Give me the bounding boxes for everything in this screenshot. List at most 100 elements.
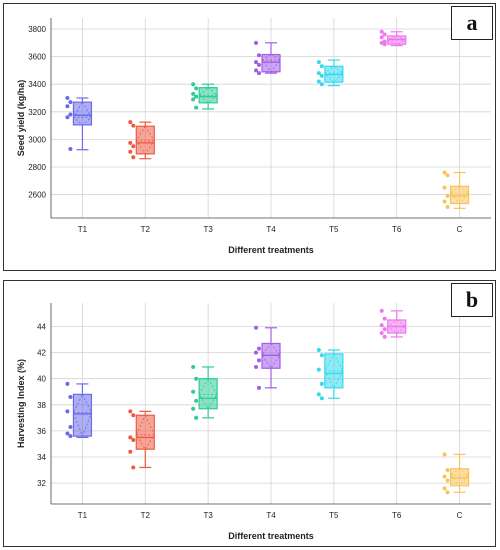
y-tick-label: 3000 (28, 135, 46, 144)
x-tick-label: T2 (141, 511, 151, 520)
y-tick-label: 44 (37, 322, 46, 331)
sd-diamond (72, 101, 93, 126)
data-point (128, 149, 133, 154)
seed-yield-boxplot: 2600 2800 3000 3200 3400 3600 3800 T1 T2 T3 T4 T5 T6… (16, 18, 491, 255)
data-point (316, 79, 321, 84)
box-T6 (386, 310, 407, 338)
panel-label-a: a (451, 6, 493, 40)
data-point (131, 413, 136, 418)
data-point (128, 435, 133, 440)
data-point (445, 478, 450, 483)
data-point (257, 358, 261, 363)
box-iqr (135, 414, 155, 450)
x-tick-label: T1 (78, 225, 88, 234)
data-point (316, 367, 321, 372)
y-tick-label: 36 (37, 427, 46, 436)
box-iqr (72, 393, 93, 437)
data-point (65, 115, 70, 120)
data-point (445, 204, 450, 209)
x-tick-label: T5 (329, 225, 339, 234)
data-point (128, 120, 133, 125)
x-tick-label: T4 (266, 511, 276, 520)
data-point (257, 62, 261, 67)
x-tick-label: T1 (78, 511, 88, 520)
box-T2 (135, 121, 155, 160)
box-T4 (261, 42, 281, 74)
data-point (254, 60, 258, 65)
data-point (254, 68, 258, 73)
data-point (319, 353, 324, 358)
box-iqr (198, 378, 218, 410)
y-axis-label: Seed yield (kg/ha) (16, 80, 26, 157)
box-T6 (386, 31, 407, 47)
box-T1 (72, 383, 93, 439)
data-point (316, 392, 321, 397)
data-point (442, 185, 447, 190)
data-point (445, 193, 450, 198)
data-point (68, 424, 73, 429)
data-point (319, 82, 324, 87)
data-point (379, 29, 384, 34)
sd-diamond (135, 125, 155, 155)
data-point (131, 155, 136, 160)
sd-diamond (386, 35, 407, 45)
x-tick-label: C (457, 511, 463, 520)
x-tick-label: T3 (203, 225, 213, 234)
data-point (319, 64, 324, 69)
box-iqr (135, 125, 155, 155)
data-point (191, 91, 196, 96)
sd-diamond (386, 319, 407, 334)
y-tick-label: 38 (37, 401, 46, 410)
x-tick-label: T5 (329, 511, 339, 520)
data-point (65, 409, 70, 414)
data-point (191, 389, 196, 394)
sd-diamond (324, 352, 344, 389)
data-point (194, 376, 199, 381)
data-point (65, 104, 70, 109)
data-point (382, 42, 387, 47)
data-point (442, 199, 447, 204)
data-point (68, 100, 73, 105)
y-tick-label: 34 (37, 453, 46, 462)
data-point (379, 331, 384, 336)
data-point (68, 147, 73, 152)
sd-diamond (449, 468, 470, 487)
data-point (442, 486, 447, 491)
data-point (379, 35, 384, 40)
y-tick-label: 3800 (28, 25, 46, 34)
data-point (319, 396, 324, 401)
data-point (445, 490, 450, 495)
data-point (254, 364, 258, 369)
y-tick-label: 2600 (28, 191, 46, 200)
data-point (65, 96, 70, 100)
sd-diamond (449, 185, 470, 205)
data-point (442, 452, 447, 457)
data-point (442, 170, 447, 175)
box-C (449, 171, 470, 209)
data-point (194, 398, 199, 403)
data-point (379, 40, 384, 45)
data-point (194, 94, 199, 99)
y-tick-label: 42 (37, 349, 46, 358)
data-point (254, 40, 258, 45)
x-tick-label: T3 (203, 511, 213, 520)
y-tick-label: 3400 (28, 80, 46, 89)
x-tick-label: T6 (392, 225, 402, 234)
data-point (379, 323, 384, 328)
data-point (257, 71, 261, 76)
x-tick-label: C (457, 225, 463, 234)
data-point (316, 347, 321, 352)
data-point (68, 434, 73, 439)
data-point (445, 173, 450, 178)
data-point (442, 474, 447, 479)
y-tick-label: 3200 (28, 108, 46, 117)
box-T1 (72, 97, 93, 151)
data-point (191, 97, 196, 102)
data-point (382, 327, 387, 332)
panel-label-b: b (451, 283, 493, 317)
data-point (68, 394, 73, 399)
data-point (194, 105, 199, 110)
data-point (257, 53, 261, 58)
x-tick-label: T4 (266, 225, 276, 234)
data-point (445, 468, 450, 473)
